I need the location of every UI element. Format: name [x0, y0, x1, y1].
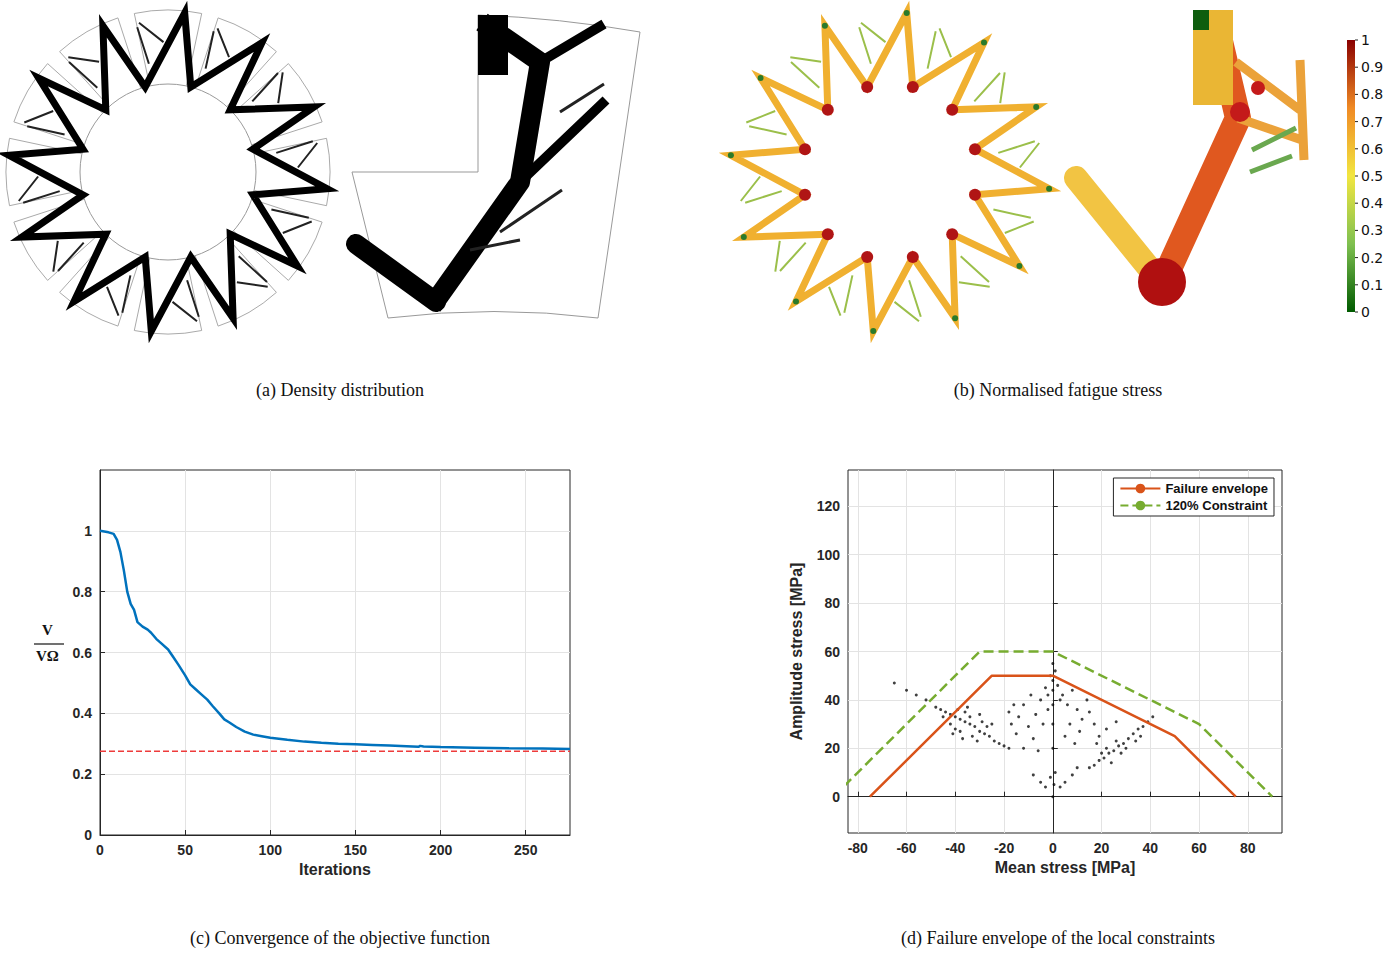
svg-text:0.2: 0.2 — [73, 766, 93, 782]
svg-text:0.8: 0.8 — [73, 584, 93, 600]
svg-text:0.6: 0.6 — [1361, 141, 1383, 157]
svg-text:0: 0 — [96, 842, 104, 858]
svg-text:0.7: 0.7 — [1361, 114, 1383, 130]
svg-text:0.5: 0.5 — [1361, 168, 1383, 184]
svg-text:0.4: 0.4 — [73, 705, 93, 721]
svg-text:0.1: 0.1 — [1361, 277, 1383, 293]
svg-text:0.8: 0.8 — [1361, 86, 1383, 102]
svg-text:0: 0 — [84, 827, 92, 843]
svg-text:0.2: 0.2 — [1361, 250, 1383, 266]
svg-text:20: 20 — [1094, 840, 1110, 856]
svg-text:80: 80 — [824, 595, 840, 611]
svg-text:1: 1 — [84, 523, 92, 539]
svg-text:Amplitude stress [MPa]: Amplitude stress [MPa] — [788, 563, 805, 741]
svg-text:Mean stress [MPa]: Mean stress [MPa] — [995, 859, 1136, 876]
svg-text:-80: -80 — [848, 840, 868, 856]
svg-text:60: 60 — [824, 644, 840, 660]
svg-text:0: 0 — [832, 789, 840, 805]
svg-text:100: 100 — [817, 547, 841, 563]
svg-text:40: 40 — [824, 692, 840, 708]
svg-text:200: 200 — [429, 842, 453, 858]
svg-text:0: 0 — [1049, 840, 1057, 856]
svg-text:VΩ: VΩ — [36, 648, 59, 664]
svg-text:0: 0 — [1361, 304, 1370, 320]
svg-text:50: 50 — [177, 842, 193, 858]
svg-text:120: 120 — [817, 498, 841, 514]
svg-text:0.9: 0.9 — [1361, 59, 1383, 75]
svg-text:60: 60 — [1191, 840, 1207, 856]
svg-text:120% Constraint: 120% Constraint — [1165, 498, 1268, 513]
svg-text:-40: -40 — [945, 840, 965, 856]
html-text:(b) Normalised fatigue stress: (b) Normalised fatigue stress — [953, 380, 1163, 400]
svg-text:0.3: 0.3 — [1361, 222, 1383, 238]
svg-text:40: 40 — [1143, 840, 1159, 856]
svg-text:-20: -20 — [994, 840, 1014, 856]
svg-text:20: 20 — [824, 740, 840, 756]
svg-text:100: 100 — [259, 842, 283, 858]
svg-text:0.4: 0.4 — [1361, 195, 1383, 211]
svg-text:Failure envelope: Failure envelope — [1165, 481, 1268, 496]
svg-text:V: V — [42, 622, 53, 638]
svg-text:1: 1 — [1361, 32, 1370, 48]
svg-text:150: 150 — [344, 842, 368, 858]
svg-text:80: 80 — [1240, 840, 1256, 856]
svg-text:Iterations: Iterations — [299, 861, 371, 878]
html-text:(c) Convergence of the objecti: (c) Convergence of the objective functio… — [190, 928, 490, 948]
html-text:(a) Density distribution: (a) Density distribution — [256, 380, 424, 400]
html-text:(d) Failure envelope of the lo: (d) Failure envelope of the local constr… — [901, 928, 1215, 948]
svg-text:-60: -60 — [896, 840, 916, 856]
svg-text:250: 250 — [514, 842, 538, 858]
svg-text:0.6: 0.6 — [73, 645, 93, 661]
